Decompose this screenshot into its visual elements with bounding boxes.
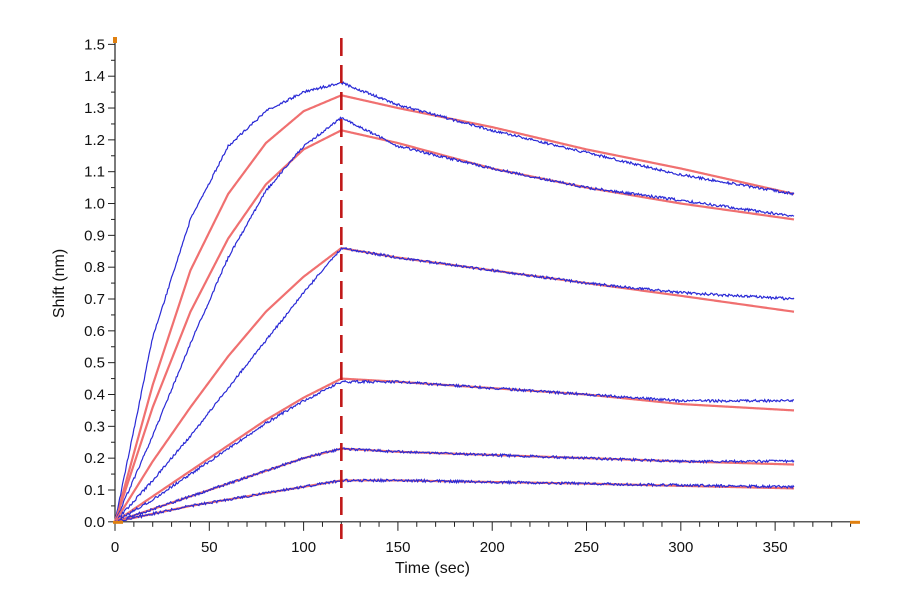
- y-axis-title: Shift (nm): [51, 249, 68, 318]
- measured-curve-6: [114, 477, 795, 523]
- y-tick-label: 1.0: [84, 196, 105, 213]
- y-tick-label: 1.2: [84, 132, 105, 149]
- axis-marker-origin: [113, 520, 123, 524]
- y-tick-label: 1.3: [84, 100, 105, 117]
- y-axis-ticks: 0.0 0.1 0.2 0.3 0.4 0.5 0.6 0.7 0.8 0.9 1.0 1.1 1.2 1…: [84, 36, 115, 531]
- x-axis-title: Time (sec): [395, 560, 470, 577]
- y-tick-label: 0.9: [84, 227, 105, 244]
- y-tick-label: 1.4: [84, 68, 105, 85]
- measured-curve-3: [114, 246, 795, 523]
- y-tick-label: 0.8: [84, 259, 105, 276]
- y-tick-label: 0.2: [84, 450, 105, 467]
- y-tick-label: 0.1: [84, 482, 105, 499]
- axis-markers: [113, 37, 860, 524]
- x-tick-label: 100: [291, 539, 316, 556]
- y-tick-label: 0.5: [84, 355, 105, 372]
- y-tick-label: 0.4: [84, 386, 105, 403]
- series-layer: [113, 80, 795, 524]
- x-tick-label: 200: [480, 539, 505, 556]
- x-tick-label: 150: [385, 539, 410, 556]
- y-tick-label: 0.7: [84, 291, 105, 308]
- measured-curve-1: [114, 80, 795, 522]
- y-tick-label: 0.3: [84, 418, 105, 435]
- y-tick-label: 0.6: [84, 323, 105, 340]
- measured-curve-4: [114, 379, 795, 523]
- x-tick-label: 350: [763, 539, 788, 556]
- axis-marker-top: [113, 37, 117, 43]
- x-tick-label: 0: [111, 539, 119, 556]
- measured-curve-2: [114, 116, 795, 523]
- y-tick-label: 1.5: [84, 36, 105, 53]
- x-tick-label: 300: [668, 539, 693, 556]
- x-tick-label: 250: [574, 539, 599, 556]
- x-axis-ticks: 0 50 100 150 200 250 300 350: [111, 521, 852, 556]
- x-tick-label: 50: [201, 539, 218, 556]
- y-tick-label: 0.0: [84, 514, 105, 531]
- measured-curve-5: [114, 447, 795, 524]
- axis-marker-right: [850, 520, 860, 524]
- y-tick-label: 1.1: [84, 164, 105, 181]
